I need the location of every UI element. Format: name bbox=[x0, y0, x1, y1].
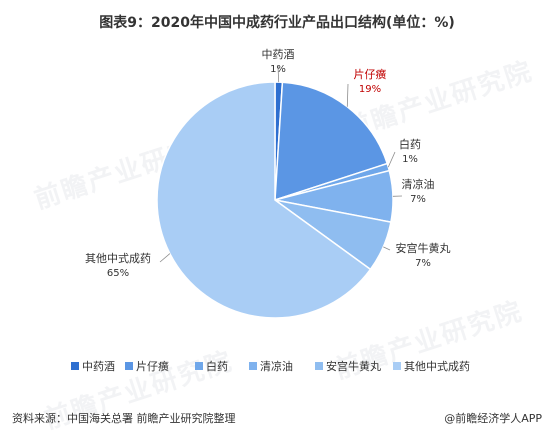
slice-label-name: 安宫牛黄丸 bbox=[396, 241, 451, 255]
pie-slices bbox=[157, 82, 393, 318]
legend-swatch bbox=[125, 362, 133, 370]
legend-swatch bbox=[71, 362, 79, 370]
slice-label-name: 清凉油 bbox=[402, 177, 435, 191]
leader-line bbox=[160, 254, 170, 262]
legend-label: 清凉油 bbox=[260, 359, 293, 373]
legend-swatch bbox=[249, 362, 257, 370]
slice-label-value: 7% bbox=[415, 258, 431, 269]
slice-label-value: 1% bbox=[270, 64, 286, 75]
leader-line bbox=[388, 152, 395, 167]
source-note: 资料来源：中国海关总署 前瞻产业研究院整理 bbox=[12, 410, 236, 426]
brand-credit: @前瞻经济学人APP bbox=[444, 410, 542, 426]
slice-label-value: 65% bbox=[107, 268, 129, 279]
leader-line bbox=[383, 247, 390, 250]
slice-label-value: 7% bbox=[410, 194, 426, 205]
legend-label: 片仔癀 bbox=[136, 359, 169, 373]
legend-label: 白药 bbox=[206, 359, 228, 373]
legend-label: 中药酒 bbox=[82, 360, 115, 373]
slice-label-value: 1% bbox=[402, 154, 418, 165]
slice-label-name: 白药 bbox=[399, 137, 421, 151]
legend-label: 安宫牛黄丸 bbox=[326, 359, 381, 373]
legend-label: 其他中式成药 bbox=[404, 360, 470, 373]
legend-swatch bbox=[195, 362, 203, 370]
slice-label-name: 中药酒 bbox=[262, 48, 295, 61]
slice-label-value: 19% bbox=[359, 84, 381, 95]
slice-label-name: 其他中式成药 bbox=[85, 252, 151, 265]
legend-swatch bbox=[315, 362, 323, 370]
leader-line bbox=[347, 84, 348, 107]
legend: 中药酒 片仔癀 白药 清凉油 安宫牛黄丸 其他中式成药 bbox=[71, 359, 470, 373]
slice-label-name: 片仔癀 bbox=[354, 67, 387, 81]
legend-swatch bbox=[393, 362, 401, 370]
